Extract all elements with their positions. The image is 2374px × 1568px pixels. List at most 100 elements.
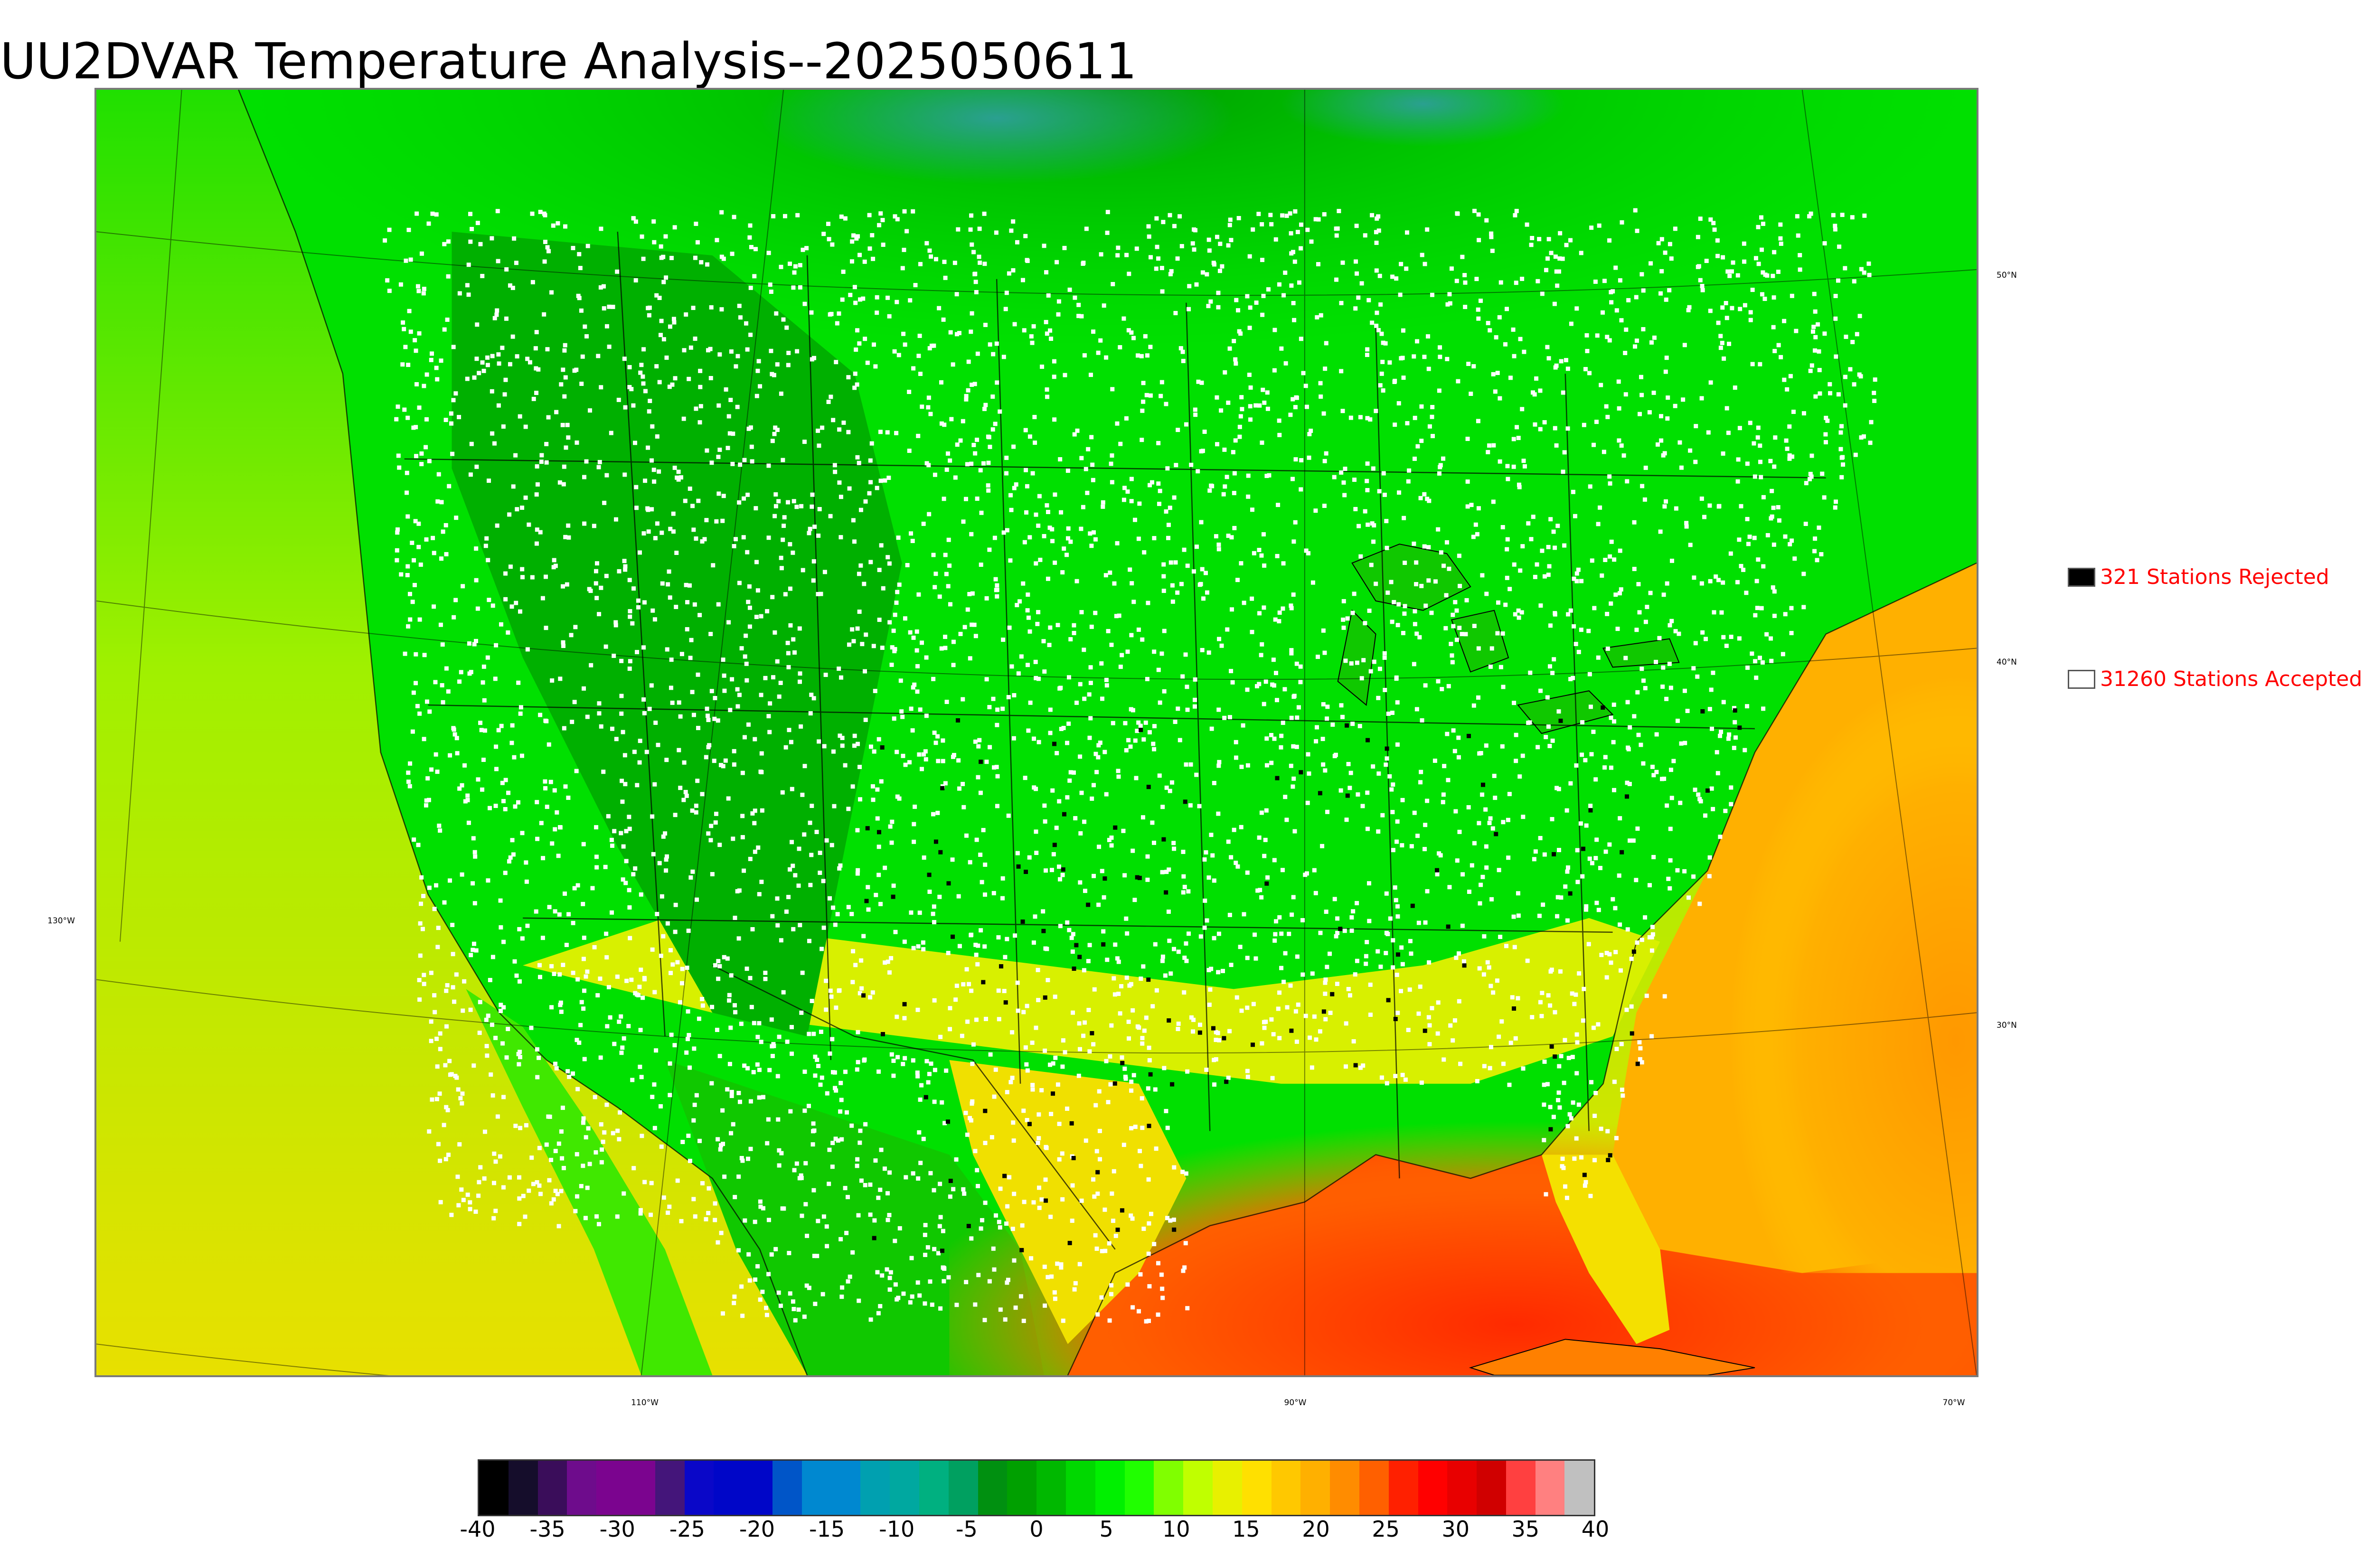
station-dot — [1096, 902, 1101, 907]
station-dot — [484, 1044, 489, 1049]
station-dot — [537, 1055, 541, 1060]
station-dot — [1238, 414, 1243, 419]
station-dot — [1046, 1275, 1050, 1279]
station-dot — [434, 1036, 439, 1041]
station-dot — [1548, 1003, 1553, 1008]
station-dot — [669, 971, 673, 976]
station-dot — [1697, 797, 1702, 801]
station-dot — [812, 525, 817, 529]
station-dot — [1783, 534, 1788, 539]
station-dot — [520, 575, 525, 580]
station-dot — [686, 1009, 690, 1014]
station-dot — [1112, 581, 1117, 586]
station-dot — [944, 572, 949, 576]
station-dot — [1139, 354, 1144, 358]
station-dot — [1115, 956, 1120, 961]
station-dot — [750, 927, 755, 931]
station-dot — [475, 322, 480, 327]
station-dot — [1533, 574, 1537, 579]
station-dot — [893, 1239, 897, 1243]
station-dot — [1146, 601, 1150, 605]
station-dot — [1666, 395, 1670, 400]
station-dot — [416, 545, 421, 549]
station-dot — [1296, 705, 1301, 710]
lat-label-50n: 50°N — [1997, 271, 2017, 280]
station-dot — [1208, 299, 1213, 304]
station-dot — [543, 574, 548, 579]
station-dot — [437, 1091, 442, 1096]
station-dot-rejected — [1146, 785, 1151, 789]
station-dot — [1407, 468, 1412, 473]
station-dot — [839, 675, 844, 680]
station-dot — [594, 854, 599, 859]
station-dot — [1289, 603, 1293, 608]
station-dot — [993, 577, 998, 582]
station-dot — [883, 865, 887, 870]
station-dot — [1310, 971, 1315, 976]
station-dot — [1593, 856, 1598, 861]
station-dot — [422, 982, 426, 986]
station-dot — [1309, 239, 1314, 244]
station-dot — [946, 537, 951, 542]
station-dot — [1274, 698, 1279, 703]
station-dot — [694, 406, 698, 411]
station-dot — [719, 254, 724, 259]
station-dot — [1857, 372, 1862, 377]
station-dot — [1492, 773, 1497, 778]
station-dot — [536, 367, 541, 372]
station-dot — [809, 310, 814, 315]
station-dot — [1247, 373, 1252, 377]
station-dot — [1178, 214, 1182, 219]
station-dot — [866, 907, 871, 912]
station-dot — [1425, 889, 1430, 893]
station-dot — [466, 292, 471, 297]
station-dot-rejected — [1139, 728, 1143, 732]
station-dot-rejected — [1135, 875, 1140, 880]
station-dot — [1239, 395, 1244, 400]
station-dot — [706, 745, 711, 750]
station-dot — [1364, 961, 1368, 966]
station-dot — [1834, 354, 1838, 359]
station-dot — [518, 609, 522, 614]
station-dot — [1643, 915, 1648, 920]
station-dot — [1476, 307, 1480, 312]
station-dot — [1599, 383, 1603, 387]
station-dot — [1456, 755, 1461, 760]
station-dot — [542, 312, 546, 317]
station-dot — [1596, 908, 1601, 912]
station-dot — [1074, 700, 1079, 705]
station-dot — [1340, 714, 1345, 719]
station-dot — [1198, 934, 1203, 939]
station-dot — [621, 730, 625, 734]
station-dot — [1178, 346, 1183, 351]
station-dot — [1166, 523, 1171, 527]
station-dot — [933, 585, 937, 590]
station-dot — [1070, 1218, 1074, 1223]
station-dot — [869, 441, 874, 446]
station-dot — [1553, 426, 1557, 431]
station-dot — [1358, 1065, 1363, 1070]
station-dot — [1325, 809, 1330, 814]
station-dot — [828, 514, 833, 518]
station-dot — [1612, 1080, 1617, 1084]
station-dot — [435, 770, 440, 774]
station-dot — [562, 464, 566, 469]
station-dot — [973, 942, 978, 947]
station-dot — [1605, 414, 1610, 419]
station-dot — [855, 1067, 859, 1072]
station-dot — [520, 567, 525, 572]
station-dot — [1277, 432, 1282, 437]
station-dot — [1542, 1102, 1546, 1107]
station-dot — [422, 287, 426, 291]
station-dot — [848, 292, 853, 297]
station-dot — [878, 901, 883, 906]
station-dot — [546, 249, 551, 254]
station-dot — [1565, 366, 1570, 371]
station-dot — [1109, 836, 1114, 840]
station-dot — [1118, 665, 1123, 669]
station-dot — [1393, 423, 1397, 427]
station-dot — [1126, 738, 1131, 742]
station-dot — [1382, 655, 1387, 660]
station-dot — [1283, 795, 1288, 799]
station-dot — [1121, 1143, 1126, 1147]
